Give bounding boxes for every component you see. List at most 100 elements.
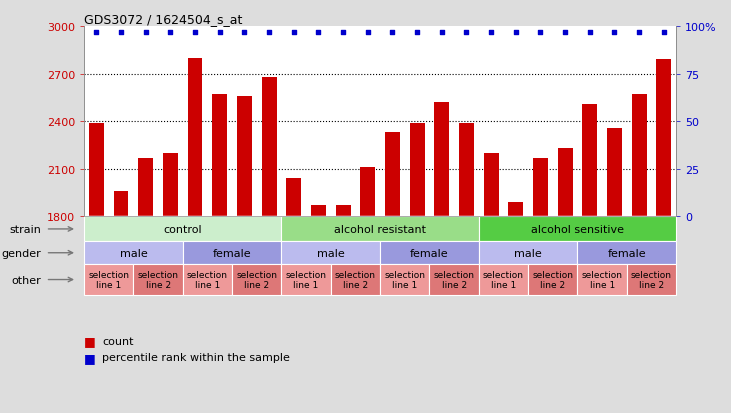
Point [387,29,398,36]
Bar [84,217,281,242]
Bar [110,217,132,242]
Bar [84,242,183,264]
Bar [336,206,351,217]
Point [337,29,349,36]
Bar [135,217,157,242]
Bar [134,264,183,295]
Text: ■: ■ [84,351,96,364]
Bar [554,217,576,242]
Bar [459,123,474,217]
Bar [382,217,404,242]
Bar [653,217,675,242]
Bar [262,78,276,217]
Bar [607,128,622,217]
Bar [332,217,355,242]
Bar [430,264,479,295]
Bar [480,217,502,242]
Bar [330,264,380,295]
Text: female: female [213,248,251,258]
Point [313,29,325,36]
Bar [583,104,597,217]
Bar [307,217,330,242]
Text: selection
line 2: selection line 2 [631,271,672,289]
Text: selection
line 2: selection line 2 [137,271,178,289]
Point [485,29,497,36]
Point [189,29,201,36]
Bar [86,217,107,242]
Bar [281,217,479,242]
Point [658,29,670,36]
Point [412,29,423,36]
Text: control: control [164,224,202,234]
Text: male: male [317,248,344,258]
Point [140,29,151,36]
Text: ■: ■ [84,334,96,347]
Text: female: female [607,248,646,258]
Text: selection
line 1: selection line 1 [483,271,524,289]
Bar [479,242,577,264]
Point [288,29,300,36]
Bar [281,264,331,295]
Text: selection
line 2: selection line 2 [236,271,277,289]
Point [559,29,571,36]
Bar [533,158,548,217]
Text: percentile rank within the sample: percentile rank within the sample [102,352,290,362]
Bar [504,217,527,242]
Bar [183,242,281,264]
Bar [479,217,676,242]
Point [91,29,102,36]
Point [633,29,645,36]
Bar [188,59,202,217]
Text: selection
line 2: selection line 2 [532,271,573,289]
Bar [114,192,129,217]
Bar [233,217,256,242]
Text: selection
line 1: selection line 1 [582,271,623,289]
Bar [627,264,676,295]
Text: gender: gender [1,248,42,258]
Text: selection
line 1: selection line 1 [286,271,327,289]
Point [510,29,522,36]
Text: other: other [12,275,42,285]
Point [164,29,176,36]
Point [238,29,250,36]
Point [263,29,275,36]
Bar [208,217,231,242]
Bar [406,217,428,242]
Bar [138,158,154,217]
Bar [479,264,528,295]
Bar [529,217,552,242]
Text: selection
line 2: selection line 2 [433,271,474,289]
Bar [434,103,449,217]
Bar [528,264,577,295]
Point [584,29,596,36]
Bar [84,264,133,295]
Point [609,29,621,36]
Point [214,29,226,36]
Bar [184,217,206,242]
Bar [431,217,453,242]
Bar [89,123,104,217]
Bar [577,242,676,264]
Point [461,29,472,36]
Text: female: female [410,248,449,258]
Bar [183,264,232,295]
Bar [656,60,671,217]
Point [362,29,374,36]
Bar [579,217,601,242]
Bar [577,264,627,295]
Bar [213,95,227,217]
Bar [311,206,326,217]
Bar [380,242,479,264]
Bar [258,217,280,242]
Bar [409,123,425,217]
Bar [287,179,301,217]
Bar [484,154,499,217]
Point [534,29,546,36]
Text: count: count [102,336,134,346]
Bar [283,217,305,242]
Bar [509,203,523,217]
Bar [159,217,181,242]
Bar [603,217,626,242]
Point [115,29,127,36]
Text: selection
line 2: selection line 2 [335,271,376,289]
